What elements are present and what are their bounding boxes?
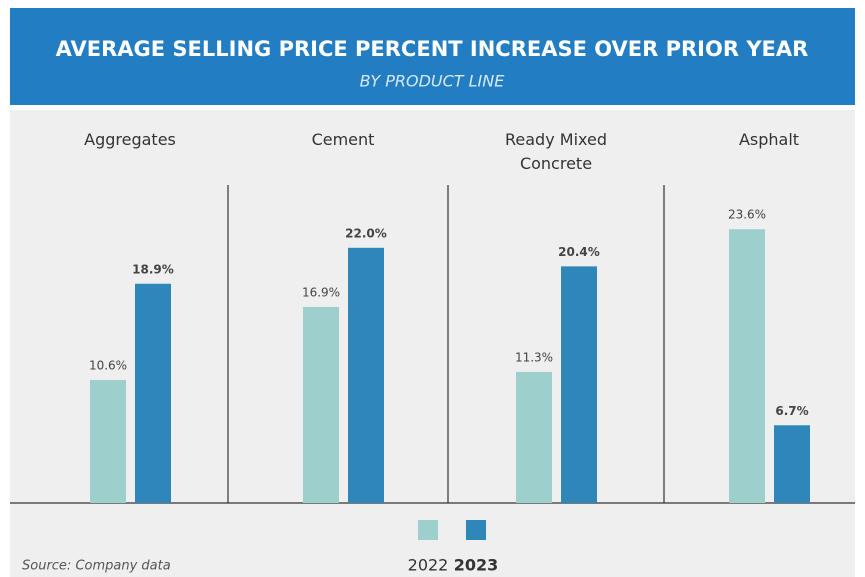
source-note: Source: Company data <box>22 559 171 574</box>
value-label: 10.6% <box>89 359 127 373</box>
bar <box>729 229 765 504</box>
bar <box>516 371 552 503</box>
legend-label: 2022 <box>408 556 449 575</box>
category-label: Asphalt <box>738 130 800 149</box>
chart-subtitle: BY PRODUCT LINE <box>360 72 506 91</box>
chart-title: AVERAGE SELLING PRICE PERCENT INCREASE O… <box>56 37 809 61</box>
category-label: Aggregates <box>84 130 176 149</box>
category-label: Ready Mixed Concrete <box>505 130 607 173</box>
header <box>10 8 855 105</box>
value-label: 11.3% <box>515 350 553 364</box>
bar <box>774 425 810 503</box>
legend-swatch <box>466 520 486 540</box>
legend-swatch <box>418 520 438 540</box>
value-label: 16.9% <box>302 285 340 299</box>
bar <box>561 266 597 503</box>
legend-label: 2023 <box>454 556 499 575</box>
value-label: 18.9% <box>132 262 174 276</box>
bar <box>303 306 339 503</box>
bar <box>90 380 126 503</box>
bar <box>135 283 171 503</box>
category-label: Cement <box>311 130 375 149</box>
value-label: 23.6% <box>728 208 766 222</box>
bar <box>348 247 384 503</box>
value-label: 22.0% <box>345 226 387 240</box>
value-label: 20.4% <box>558 245 600 259</box>
value-label: 6.7% <box>775 404 808 418</box>
